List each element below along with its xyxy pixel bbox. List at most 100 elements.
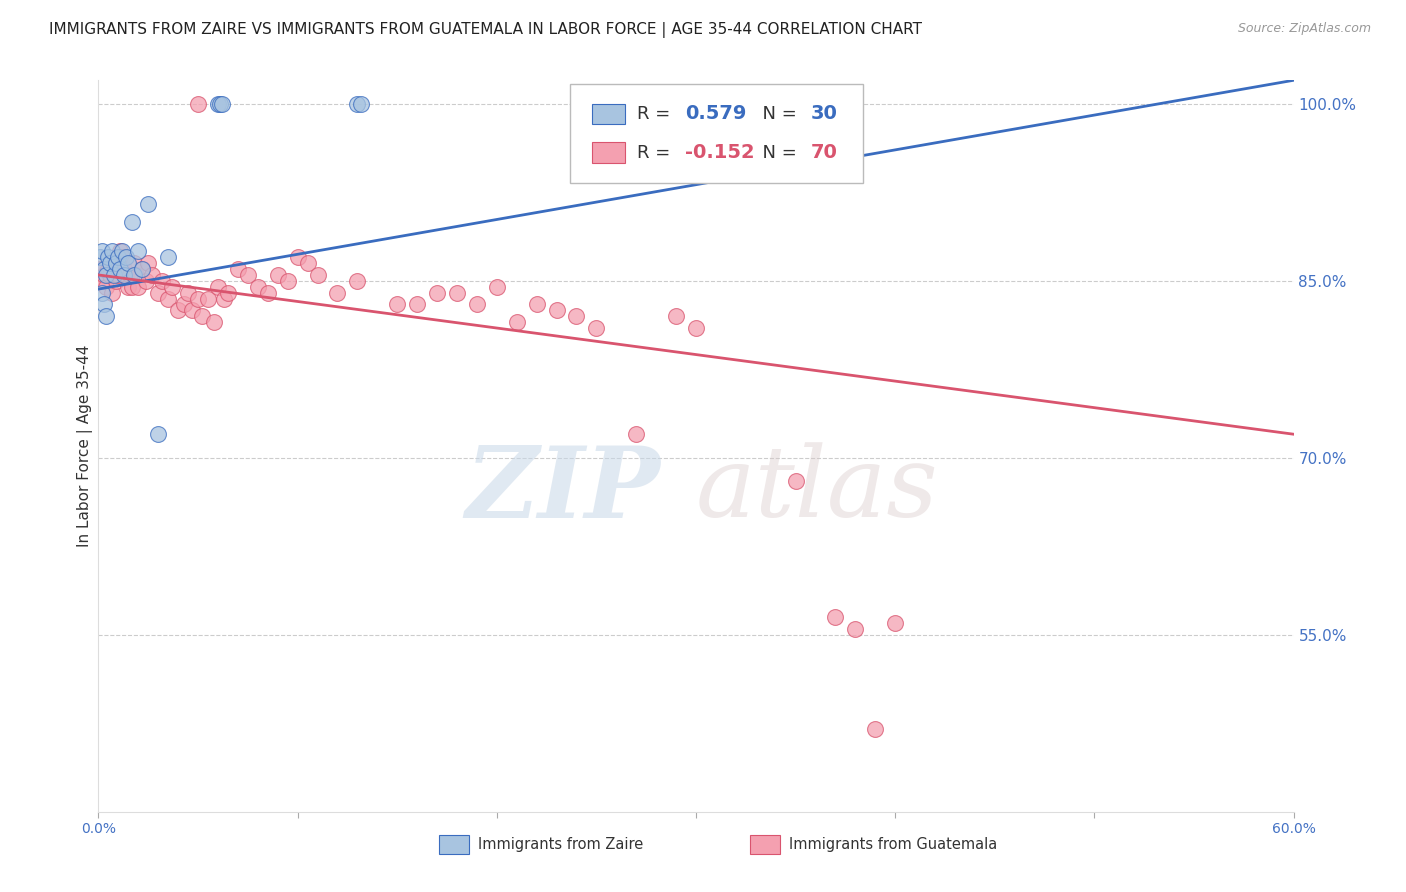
Point <box>157 250 180 264</box>
Point <box>120 268 142 282</box>
Point <box>103 262 125 277</box>
Point <box>350 96 373 111</box>
Point <box>105 274 128 288</box>
Point <box>121 279 143 293</box>
Point <box>177 285 200 300</box>
Text: R =: R = <box>637 144 676 161</box>
Point <box>124 256 146 270</box>
Point <box>191 310 214 324</box>
Text: atlas: atlas <box>696 442 939 538</box>
Point <box>135 274 157 288</box>
Point <box>406 297 429 311</box>
Point <box>136 197 159 211</box>
Point <box>96 279 118 293</box>
Point <box>157 292 180 306</box>
Point <box>426 285 449 300</box>
Point <box>236 268 259 282</box>
Point <box>277 274 299 288</box>
Point <box>150 274 173 288</box>
Point <box>131 262 153 277</box>
Text: 70: 70 <box>811 143 838 162</box>
Point <box>89 262 111 277</box>
Text: 30: 30 <box>811 104 838 123</box>
Point <box>107 250 129 264</box>
Point <box>465 297 488 311</box>
Text: -0.152: -0.152 <box>685 143 755 162</box>
Point <box>626 427 648 442</box>
Point <box>110 262 132 277</box>
Point <box>91 285 114 300</box>
Y-axis label: In Labor Force | Age 35-44: In Labor Force | Age 35-44 <box>77 345 93 547</box>
Point <box>187 96 209 111</box>
Point <box>173 297 195 311</box>
Point <box>97 250 120 264</box>
Point <box>346 274 368 288</box>
Point <box>202 315 225 329</box>
Point <box>91 274 114 288</box>
Text: IMMIGRANTS FROM ZAIRE VS IMMIGRANTS FROM GUATEMALA IN LABOR FORCE | AGE 35-44 CO: IMMIGRANTS FROM ZAIRE VS IMMIGRANTS FROM… <box>49 22 922 38</box>
Point <box>121 215 143 229</box>
Point <box>546 303 568 318</box>
Point <box>131 262 153 277</box>
Point <box>112 262 135 277</box>
FancyBboxPatch shape <box>749 835 780 855</box>
Text: Immigrants from Zaire: Immigrants from Zaire <box>478 837 644 852</box>
Point <box>485 279 508 293</box>
Point <box>824 610 846 624</box>
Point <box>785 475 807 489</box>
Point <box>326 285 349 300</box>
Point <box>148 285 170 300</box>
Point <box>98 256 122 270</box>
Point <box>111 244 134 259</box>
Point <box>148 427 170 442</box>
Point <box>160 279 183 293</box>
Point <box>211 96 233 111</box>
Point <box>346 96 368 111</box>
Point <box>307 268 329 282</box>
FancyBboxPatch shape <box>439 835 470 855</box>
Point <box>96 310 118 324</box>
Point <box>93 262 115 277</box>
Point <box>127 279 149 293</box>
Point <box>446 285 468 300</box>
Point <box>111 250 134 264</box>
Point <box>865 722 887 736</box>
Point <box>98 268 122 282</box>
Point <box>226 262 249 277</box>
Point <box>107 268 129 282</box>
Text: Source: ZipAtlas.com: Source: ZipAtlas.com <box>1237 22 1371 36</box>
Point <box>136 256 159 270</box>
Point <box>685 321 707 335</box>
Point <box>101 285 124 300</box>
Point <box>884 615 907 630</box>
Point <box>124 268 146 282</box>
Point <box>297 256 319 270</box>
Point <box>207 96 229 111</box>
Point <box>127 244 149 259</box>
Point <box>89 250 111 264</box>
Point <box>385 297 409 311</box>
Point <box>167 303 190 318</box>
Point <box>96 268 118 282</box>
Point <box>103 268 125 282</box>
Point <box>91 244 114 259</box>
Point <box>93 297 115 311</box>
Point <box>105 256 128 270</box>
Point <box>93 268 115 282</box>
Point <box>110 244 132 259</box>
Text: Immigrants from Guatemala: Immigrants from Guatemala <box>789 837 997 852</box>
Text: N =: N = <box>751 105 803 123</box>
Point <box>217 285 239 300</box>
Text: 0.579: 0.579 <box>685 104 747 123</box>
Point <box>526 297 548 311</box>
Point <box>125 268 148 282</box>
Point <box>665 310 688 324</box>
Text: R =: R = <box>637 105 676 123</box>
Point <box>212 292 235 306</box>
Point <box>141 268 163 282</box>
FancyBboxPatch shape <box>592 143 626 163</box>
Point <box>287 250 309 264</box>
Point <box>197 292 219 306</box>
FancyBboxPatch shape <box>571 84 863 183</box>
Point <box>97 262 120 277</box>
